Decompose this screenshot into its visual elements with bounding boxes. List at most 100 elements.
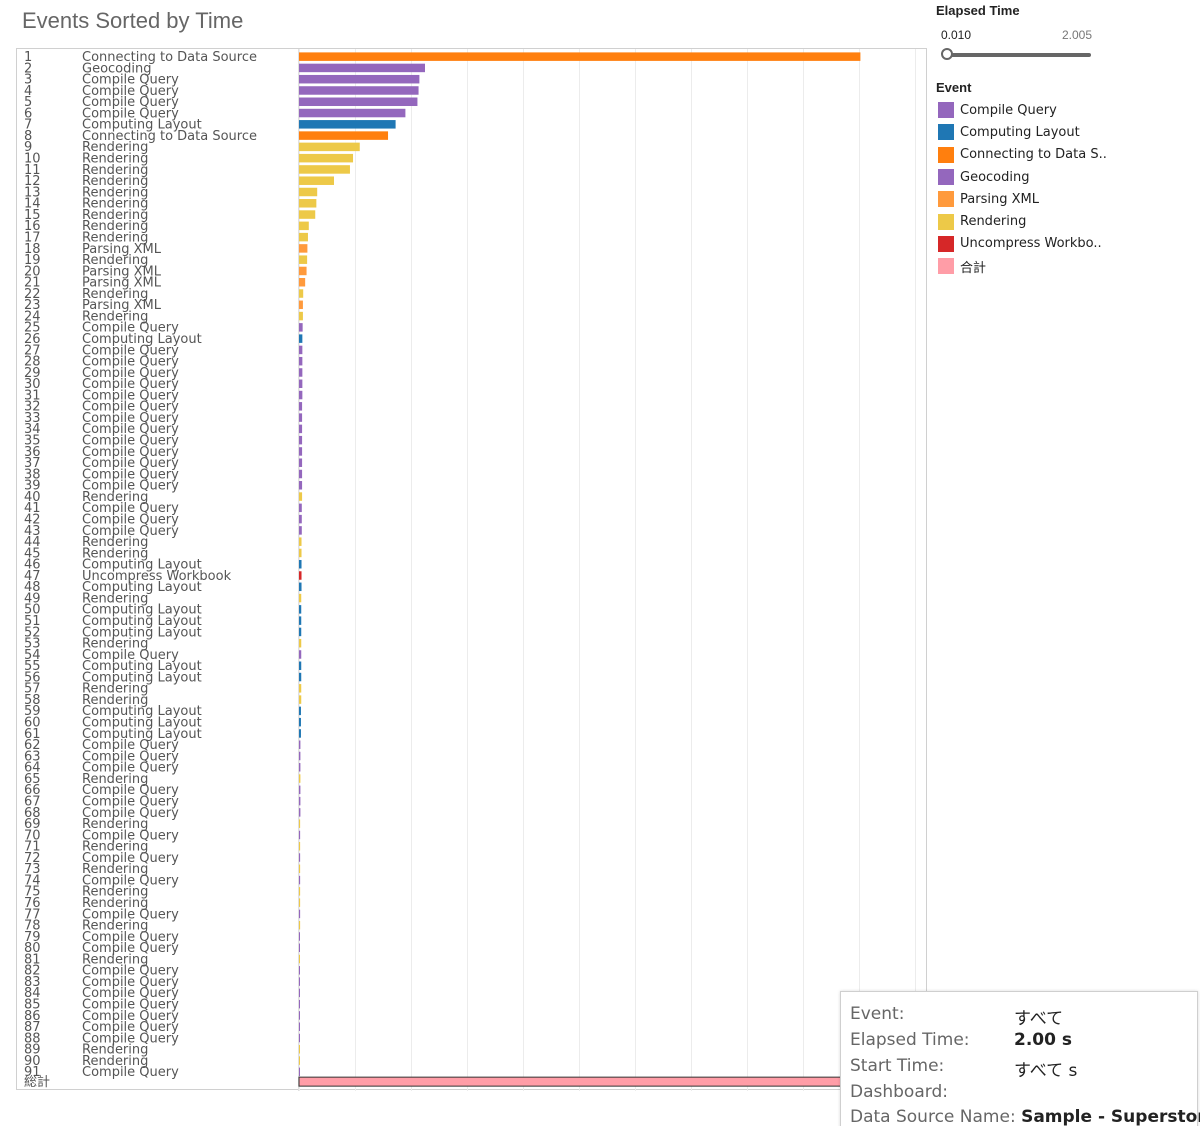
event-bar[interactable]: [299, 165, 350, 174]
event-bar[interactable]: [299, 356, 303, 366]
event-bar[interactable]: [299, 435, 303, 445]
legend-item[interactable]: Geocoding: [938, 166, 1198, 188]
event-bar[interactable]: [299, 424, 303, 434]
event-bar[interactable]: [299, 819, 301, 828]
event-bar[interactable]: [299, 616, 302, 625]
event-bar[interactable]: [299, 966, 300, 975]
event-bar[interactable]: [299, 221, 309, 231]
event-bar[interactable]: [299, 244, 308, 253]
event-bar[interactable]: [299, 954, 300, 964]
event-bar[interactable]: [299, 875, 301, 885]
legend-item[interactable]: Uncompress Workbo..: [938, 233, 1198, 255]
event-bar[interactable]: [299, 638, 302, 648]
event-bar[interactable]: [299, 277, 306, 287]
event-bar[interactable]: [299, 514, 302, 524]
event-bar[interactable]: [299, 311, 303, 321]
event-bar[interactable]: [299, 650, 302, 659]
event-bar[interactable]: [299, 334, 303, 343]
event-bar[interactable]: [299, 255, 308, 264]
event-bar[interactable]: [299, 717, 301, 727]
elapsed-time-slider-handle[interactable]: [941, 48, 953, 60]
elapsed-time-slider-track[interactable]: [946, 53, 1091, 57]
event-bar[interactable]: [299, 1067, 300, 1077]
event-bar[interactable]: [299, 266, 307, 276]
event-bar[interactable]: [299, 774, 301, 783]
event-bar[interactable]: [299, 210, 316, 219]
event-bar[interactable]: [299, 232, 308, 242]
event-bar[interactable]: [299, 300, 303, 310]
event-bar[interactable]: [299, 593, 302, 603]
event-bar[interactable]: [299, 526, 302, 535]
legend-item[interactable]: Rendering: [938, 210, 1198, 232]
event-bar[interactable]: [299, 582, 302, 592]
event-bar[interactable]: [299, 672, 302, 682]
event-bar[interactable]: [299, 368, 303, 377]
event-bar[interactable]: [299, 559, 302, 569]
event-bar[interactable]: [299, 684, 302, 693]
event-bar[interactable]: [299, 458, 303, 467]
event-bar[interactable]: [299, 920, 301, 930]
event-bar[interactable]: [299, 932, 300, 941]
event-bar[interactable]: [299, 830, 301, 840]
events-chart-panel[interactable]: 1 Connecting to Data Source 2 Geocoding 3 Com…: [16, 48, 928, 1091]
event-bar[interactable]: [299, 808, 301, 817]
event-bar[interactable]: [299, 1033, 300, 1043]
event-bar[interactable]: [299, 864, 301, 874]
event-bar[interactable]: [299, 785, 301, 795]
event-bar[interactable]: [299, 492, 303, 501]
event-bar[interactable]: [299, 86, 419, 95]
event-bar[interactable]: [299, 345, 303, 355]
event-bar[interactable]: [299, 323, 303, 332]
event-bar[interactable]: [299, 108, 406, 118]
event-bar[interactable]: [299, 142, 360, 152]
total-bar[interactable]: [298, 1076, 861, 1087]
event-bar[interactable]: [299, 661, 302, 671]
event-bar[interactable]: [299, 52, 861, 61]
legend-item[interactable]: Computing Layout: [938, 121, 1198, 143]
event-bar[interactable]: [299, 605, 302, 614]
legend-item[interactable]: Parsing XML: [938, 188, 1198, 210]
event-bar[interactable]: [299, 977, 300, 986]
event-bar[interactable]: [299, 909, 301, 919]
event-bar[interactable]: [299, 740, 301, 749]
event-bar[interactable]: [299, 153, 354, 163]
event-bar[interactable]: [299, 402, 303, 411]
event-bar[interactable]: [299, 74, 420, 84]
event-bar[interactable]: [299, 63, 425, 73]
event-bar[interactable]: [299, 1056, 300, 1065]
event-bar[interactable]: [299, 481, 303, 490]
event-bar[interactable]: [299, 729, 301, 738]
event-bar[interactable]: [299, 97, 418, 107]
event-bar[interactable]: [299, 289, 304, 298]
event-bar[interactable]: [299, 537, 302, 546]
event-bar[interactable]: [299, 379, 303, 389]
event-bar[interactable]: [299, 548, 302, 558]
event-bar[interactable]: [299, 413, 303, 422]
event-bar[interactable]: [299, 763, 301, 772]
event-bar[interactable]: [299, 447, 303, 456]
event-bar[interactable]: [299, 695, 302, 704]
event-bar[interactable]: [299, 131, 389, 140]
event-bar[interactable]: [299, 751, 301, 761]
event-bar[interactable]: [299, 988, 300, 998]
event-bar[interactable]: [299, 503, 302, 513]
event-bar[interactable]: [299, 898, 301, 907]
event-bar[interactable]: [299, 796, 301, 806]
event-bar[interactable]: [299, 841, 301, 851]
event-bar[interactable]: [299, 999, 300, 1009]
event-bar[interactable]: [299, 571, 302, 580]
legend-item[interactable]: Connecting to Data S..: [938, 144, 1198, 166]
legend-item[interactable]: Compile Query: [938, 99, 1198, 121]
event-bar[interactable]: [299, 943, 300, 953]
legend-item[interactable]: 合計: [938, 255, 1198, 277]
event-bar[interactable]: [299, 887, 301, 896]
events-bar-chart[interactable]: 1 Connecting to Data Source 2 Geocoding 3 Com…: [17, 49, 928, 1091]
event-bar[interactable]: [299, 390, 303, 400]
event-bar[interactable]: [299, 853, 301, 862]
event-bar[interactable]: [299, 176, 334, 185]
event-bar[interactable]: [299, 120, 396, 129]
event-bar[interactable]: [299, 1022, 300, 1031]
event-bar[interactable]: [299, 1011, 300, 1020]
event-bar[interactable]: [299, 469, 303, 479]
event-bar[interactable]: [299, 706, 301, 716]
